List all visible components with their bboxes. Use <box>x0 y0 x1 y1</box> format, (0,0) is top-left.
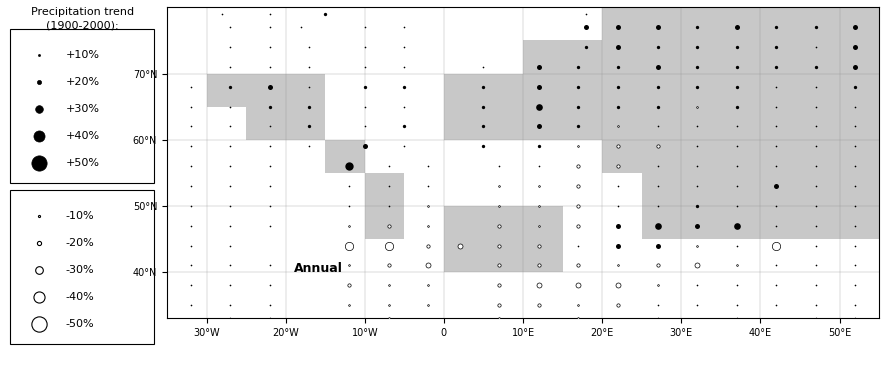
Bar <box>10 29 155 183</box>
Bar <box>444 206 483 239</box>
Bar <box>681 7 721 40</box>
Bar <box>760 40 839 74</box>
Text: Annual: Annual <box>294 262 343 275</box>
Bar <box>721 206 760 239</box>
Bar <box>839 74 879 107</box>
Bar <box>523 107 602 140</box>
Bar <box>246 107 325 140</box>
Bar <box>602 40 681 74</box>
Bar <box>839 107 879 140</box>
Bar <box>602 74 681 107</box>
Bar <box>839 140 879 173</box>
Bar <box>800 74 839 107</box>
Bar <box>800 107 839 140</box>
Bar <box>602 140 681 173</box>
Bar <box>800 173 839 206</box>
Bar <box>483 74 523 107</box>
Bar <box>800 140 839 173</box>
Bar <box>444 107 483 140</box>
Bar <box>602 7 681 40</box>
Bar <box>800 7 839 40</box>
Bar <box>365 206 404 239</box>
Bar <box>760 173 800 206</box>
Bar <box>444 74 483 107</box>
Bar <box>721 7 760 40</box>
Bar <box>602 107 681 140</box>
Bar <box>523 74 602 107</box>
Text: -50%: -50% <box>66 319 94 329</box>
Bar <box>483 107 523 140</box>
Bar <box>839 40 879 74</box>
Bar <box>681 206 721 239</box>
Bar <box>286 107 325 140</box>
Text: -20%: -20% <box>66 238 94 248</box>
Bar <box>483 206 523 239</box>
Bar <box>760 107 800 140</box>
Bar <box>207 74 286 107</box>
Bar <box>800 40 839 74</box>
Bar <box>760 140 800 173</box>
Bar <box>721 173 760 206</box>
Bar <box>642 173 681 206</box>
Bar <box>523 239 563 272</box>
Bar <box>365 173 404 206</box>
Bar <box>483 239 523 272</box>
Text: Precipitation trend
(1900-2000):: Precipitation trend (1900-2000): <box>30 7 134 30</box>
Bar <box>839 7 879 40</box>
Bar <box>760 74 839 107</box>
Text: +20%: +20% <box>66 77 99 87</box>
Bar <box>563 40 602 74</box>
Text: +40%: +40% <box>66 131 99 141</box>
Bar <box>760 206 800 239</box>
Text: -10%: -10% <box>66 211 94 221</box>
Bar <box>800 206 839 239</box>
Bar <box>444 239 483 272</box>
Bar <box>681 40 760 74</box>
Bar <box>642 7 681 40</box>
Bar <box>325 140 365 173</box>
Bar <box>839 173 879 206</box>
Text: +10%: +10% <box>66 50 99 60</box>
Text: +50%: +50% <box>66 158 99 168</box>
Bar <box>286 74 325 107</box>
Bar <box>681 107 760 140</box>
Bar <box>523 40 602 74</box>
Bar <box>681 74 760 107</box>
Bar <box>642 206 681 239</box>
Bar <box>246 74 286 107</box>
Bar <box>760 7 800 40</box>
Bar <box>681 173 721 206</box>
Bar <box>681 140 760 173</box>
Text: -40%: -40% <box>66 292 94 302</box>
Bar <box>839 206 879 239</box>
Text: +30%: +30% <box>66 104 99 114</box>
Bar <box>10 190 155 344</box>
Bar <box>523 206 563 239</box>
Text: -30%: -30% <box>66 265 94 275</box>
